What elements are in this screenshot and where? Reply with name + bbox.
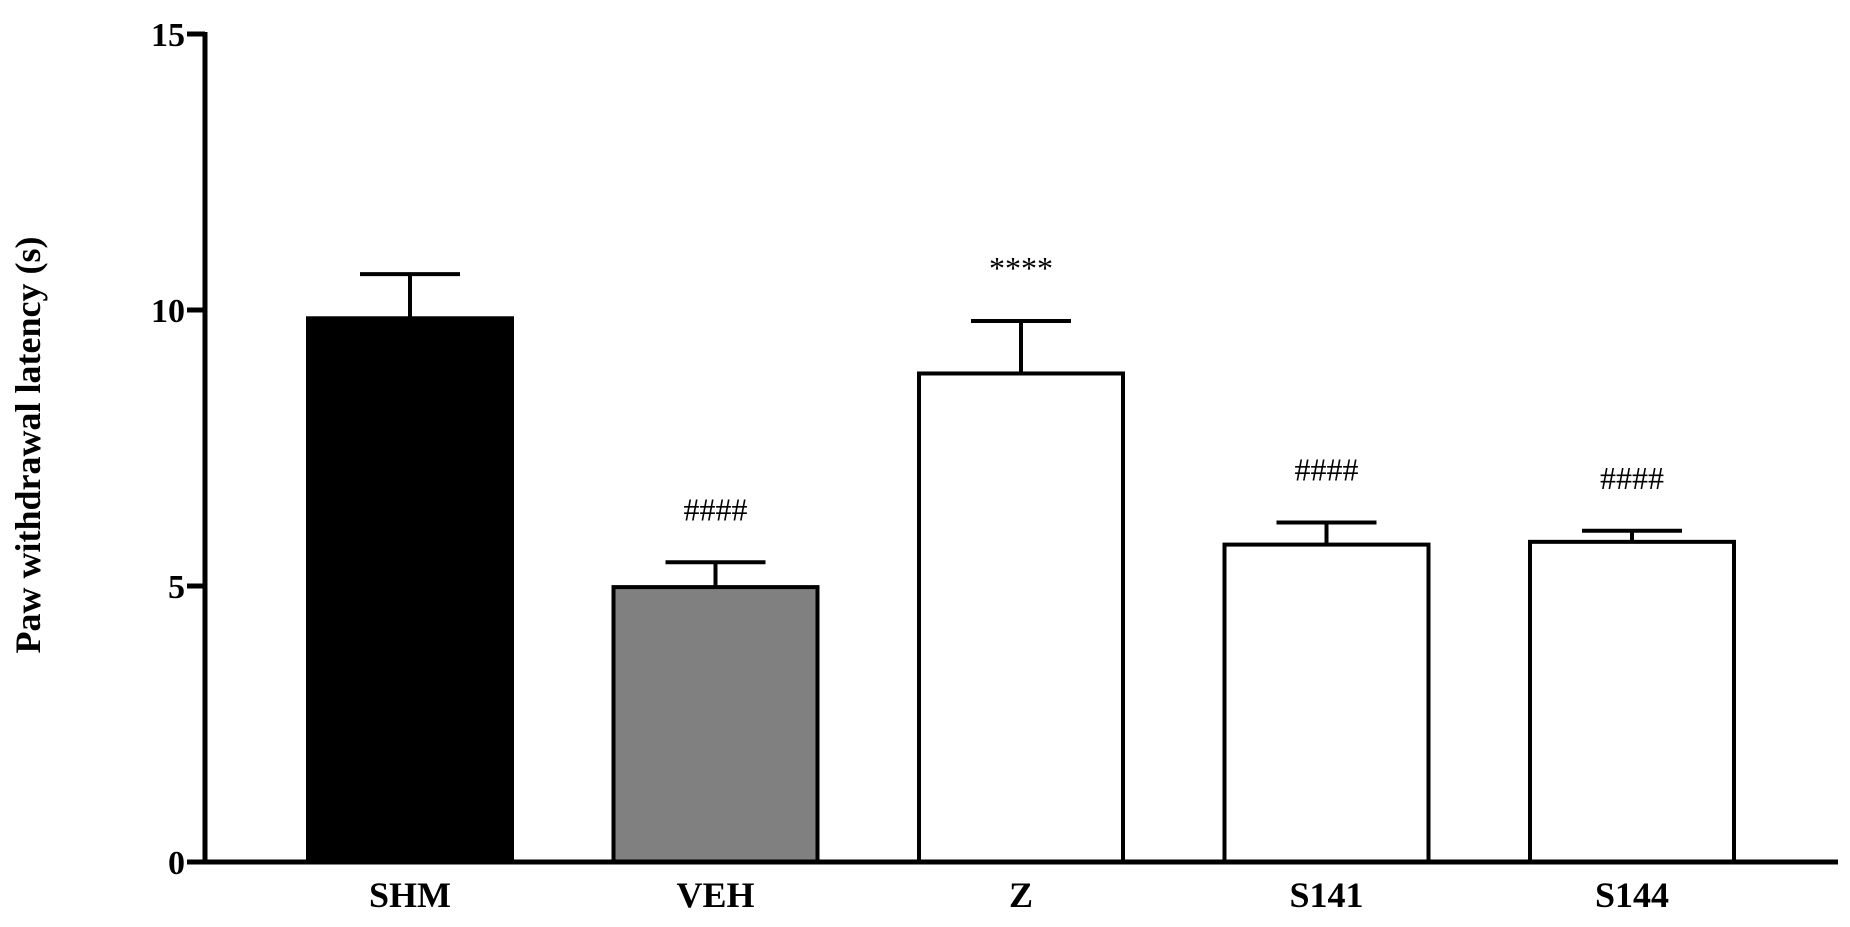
- y-tick-label-5: 5: [168, 569, 185, 606]
- bar-shm: [306, 316, 514, 864]
- category-label-veh: VEH: [676, 875, 754, 915]
- annotation-veh: ####: [684, 491, 748, 527]
- category-label-shm: SHM: [369, 875, 451, 915]
- category-label-s144: S144: [1595, 875, 1669, 915]
- bar-s141: [1222, 542, 1431, 864]
- annotation-z: ****: [989, 250, 1053, 286]
- plot-area: SHM #### VEH **** Z #### S141 #### S144 0 5 10 15: [151, 17, 1838, 915]
- bar-veh: [611, 585, 820, 864]
- annotation-s141: ####: [1295, 452, 1359, 488]
- category-label-s141: S141: [1289, 875, 1363, 915]
- y-tick-label-15: 15: [151, 17, 185, 54]
- annotation-s144: ####: [1600, 460, 1664, 496]
- bar-z: [917, 371, 1125, 864]
- category-label-z: Z: [1009, 875, 1033, 915]
- y-tick-label-10: 10: [151, 293, 185, 330]
- bar-s144: [1528, 539, 1736, 865]
- y-axis-title: Paw withdrawal latency (s): [8, 237, 48, 654]
- y-tick-label-0: 0: [168, 845, 185, 882]
